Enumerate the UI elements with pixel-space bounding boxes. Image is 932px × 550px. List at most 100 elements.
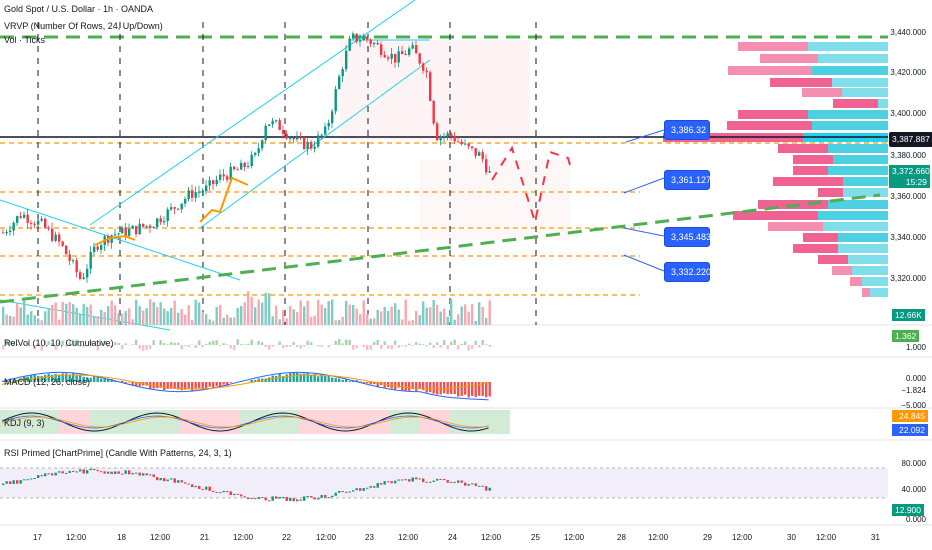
volume-bar: [166, 311, 169, 325]
volume-bar: [51, 304, 54, 325]
rsi-title[interactable]: RSI Primed [ChartPrime] (Candle With Pat…: [4, 448, 232, 458]
candle-body: [485, 159, 488, 173]
symbol-title[interactable]: Gold Spot / U.S. Dollar · 1h · OANDA: [4, 4, 154, 14]
volume-bar: [257, 299, 260, 325]
rsi-candle: [142, 473, 145, 476]
price-callout[interactable]: 3,332.220: [664, 262, 711, 282]
volume-profile-bar: [833, 155, 888, 164]
volume-bar: [215, 307, 218, 325]
volume-bar: [282, 310, 285, 325]
time-axis-label: 30: [787, 533, 796, 542]
time-axis-label: 28: [617, 533, 626, 542]
macd-bar: [173, 382, 176, 389]
candle-body: [320, 134, 323, 136]
candle-body: [418, 53, 421, 64]
time-axis-label: 23: [365, 533, 374, 542]
volume-bar: [411, 320, 414, 325]
volume-bar: [352, 304, 355, 325]
rsi-candle: [194, 485, 197, 488]
volume-profile-bar: [870, 288, 888, 297]
macd-bar: [191, 382, 194, 391]
volume-profile-bar: [793, 166, 828, 175]
macd-bar: [310, 374, 313, 382]
macd-bar: [100, 378, 103, 382]
macd-bar: [334, 377, 337, 382]
macd-bar: [485, 382, 488, 398]
rsi-candle: [26, 479, 29, 481]
rsi-candle: [464, 482, 467, 486]
relvol-bar: [23, 344, 26, 345]
macd-title[interactable]: MACD (12, 26, close): [4, 377, 91, 387]
relvol-bar: [177, 342, 180, 345]
price-callout[interactable]: 3,386.32: [664, 120, 710, 140]
volume-bar: [380, 311, 383, 325]
price-tick: 3,380.000: [890, 151, 926, 160]
price-callout[interactable]: 3,361.127: [664, 170, 711, 190]
volume-profile-bar: [808, 110, 888, 119]
candle-body: [215, 179, 218, 185]
relvol-bar: [366, 345, 369, 351]
rsi-axis-tick: 0.000: [905, 515, 926, 524]
channel-line: [0, 299, 171, 331]
macd-bar: [40, 376, 43, 382]
relvol-bar: [47, 340, 50, 345]
time-axis-label: 29: [703, 533, 712, 542]
macd-bar: [488, 382, 491, 397]
rsi-candle: [425, 481, 428, 483]
rsi-candle: [208, 486, 211, 491]
relvol-bar: [61, 340, 64, 345]
time-axis-label: 25: [531, 533, 540, 542]
rsi-candle: [37, 475, 40, 478]
rsi-candle: [397, 479, 400, 481]
vrvp-legend[interactable]: VRVP (Number Of Rows, 24, Up/Down): [4, 21, 163, 31]
volume-bar: [317, 299, 320, 325]
volume-bar: [23, 300, 26, 325]
volume-bar: [324, 308, 327, 325]
candle-body: [128, 228, 131, 236]
rsi-candle: [408, 479, 411, 482]
relvol-bar: [226, 344, 229, 345]
relvol-bar: [184, 345, 187, 347]
macd-bar: [103, 378, 106, 382]
relvol-bar: [401, 345, 404, 346]
candle-body: [114, 234, 117, 236]
relvol-title[interactable]: RelVol (10, 10, Cumulative): [4, 338, 114, 348]
relvol-bar: [145, 345, 148, 350]
candle-body: [184, 199, 187, 204]
rsi-candle: [257, 497, 260, 499]
rsi-candle: [75, 471, 78, 473]
rsi-candle: [275, 496, 278, 499]
volume-profile-bar: [862, 277, 888, 286]
rsi-candle: [432, 480, 435, 482]
macd-bar: [37, 376, 40, 382]
relvol-bar: [341, 343, 344, 345]
candle-body: [149, 225, 152, 228]
volume-profile-bar: [818, 255, 848, 264]
candle-body: [334, 89, 337, 112]
pattern-line: [199, 176, 249, 223]
relvol-bar: [33, 345, 36, 350]
macd-bar: [47, 373, 50, 382]
candle-body: [471, 146, 474, 148]
volume-bar: [5, 314, 8, 325]
macd-line: [1, 371, 489, 401]
kdj-title[interactable]: KDJ (9, 3): [4, 418, 45, 428]
volume-bar: [436, 304, 439, 325]
volume-bar: [40, 320, 43, 325]
relvol-bar: [180, 345, 183, 350]
relvol-bar: [397, 345, 400, 348]
relvol-bar: [68, 341, 71, 345]
candle-body: [121, 227, 124, 234]
time-axis-label: 31: [871, 533, 880, 542]
price-callout[interactable]: 3,345.483: [664, 227, 711, 247]
volume-bar: [320, 304, 323, 325]
macd-bar: [72, 373, 75, 382]
macd-bar: [226, 382, 229, 386]
relvol-bar: [149, 345, 152, 349]
volume-legend[interactable]: Vol · Ticks: [4, 35, 46, 45]
volume-bar: [334, 320, 337, 325]
candle-body: [397, 51, 400, 63]
rsi-candle: [296, 499, 299, 502]
macd-bar: [313, 373, 316, 382]
